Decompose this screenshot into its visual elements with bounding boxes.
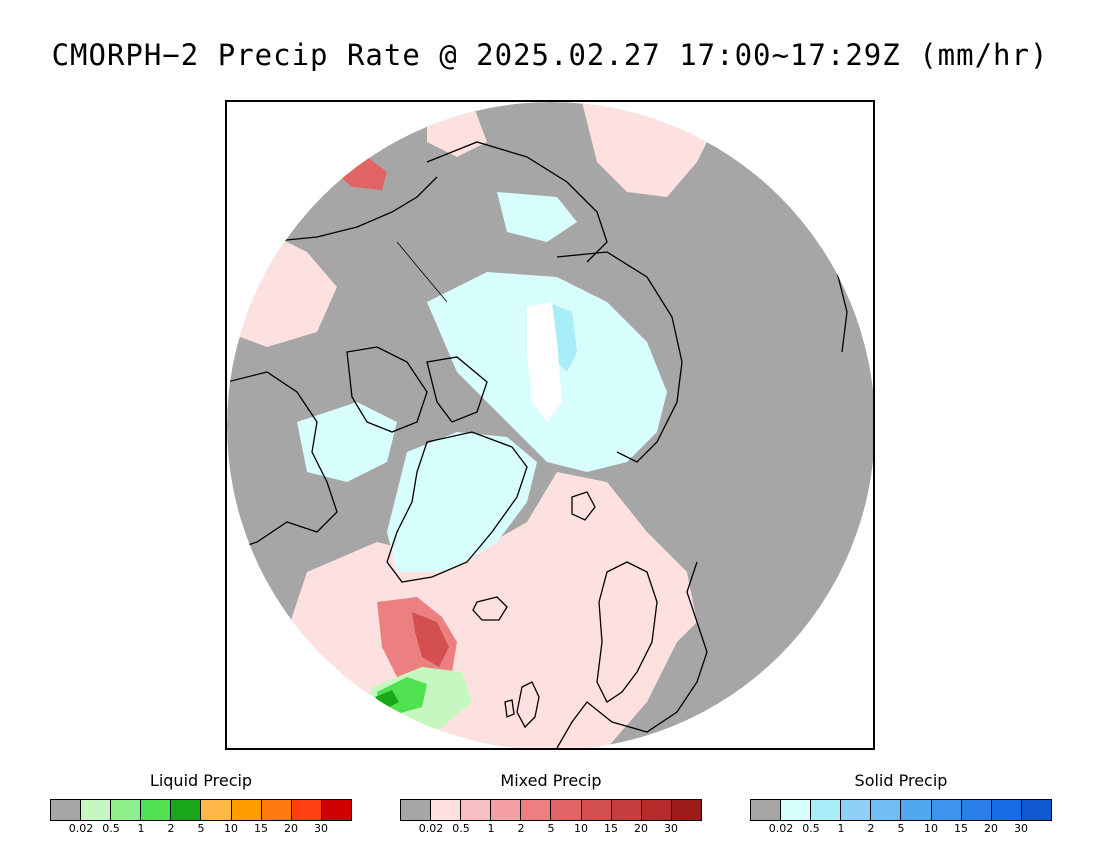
legend-swatch-liquid-5 — [201, 800, 232, 820]
legend-tick-label: 10 — [224, 822, 238, 835]
legend-swatch-solid-2 — [811, 800, 842, 820]
mixed-precip-area-scandinavia — [557, 557, 677, 748]
coastline-siberia-east — [426, 141, 608, 263]
legend-ticks: 0.02 0.5 1 2 5 10 15 20 30 — [50, 821, 352, 835]
legend-swatch-liquid-0 — [51, 800, 82, 820]
legend-tick-label: 1 — [137, 822, 145, 835]
coastline-alaska — [266, 176, 438, 243]
legend-colorbar — [750, 799, 1052, 821]
legend-swatch-solid-9 — [1021, 800, 1051, 820]
legend-swatch-mixed-6 — [581, 800, 612, 820]
legend-swatch-solid-7 — [961, 800, 992, 820]
coastline-iceland — [472, 596, 508, 621]
legend-solid: Solid Precip 0.02 0.5 1 2 5 10 15 20 30 — [750, 770, 1052, 835]
legend-swatch-liquid-8 — [291, 800, 322, 820]
legend-swatch-solid-4 — [871, 800, 902, 820]
legend-tick-label: 20 — [634, 822, 648, 835]
legend-tick-label: 1 — [837, 822, 845, 835]
country-border-us-canada — [396, 241, 448, 303]
legend-tick-label: 0.5 — [802, 822, 820, 835]
legend-colorbar — [50, 799, 352, 821]
legend-tick-label: 15 — [254, 822, 268, 835]
legend-swatch-liquid-1 — [81, 800, 112, 820]
legend-tick-label: 0.02 — [68, 822, 94, 835]
coastline-svalbard — [571, 491, 596, 521]
coastline-british-isles — [504, 681, 540, 729]
coastline-canadian-archipelago — [346, 346, 488, 433]
coastlines — [227, 141, 848, 748]
coastline-europe — [556, 561, 708, 748]
polar-map[interactable] — [227, 102, 873, 748]
legend-tick-label: 0.02 — [418, 822, 444, 835]
legend-mixed: Mixed Precip 0.02 0.5 1 2 5 10 15 20 30 — [400, 770, 702, 835]
legend-tick-label: 15 — [954, 822, 968, 835]
no-precip-core — [527, 302, 562, 422]
legend-swatch-mixed-5 — [551, 800, 582, 820]
solid-precip-area-canada — [297, 402, 397, 482]
legend-swatch-mixed-3 — [491, 800, 522, 820]
legend-swatch-solid-0 — [751, 800, 782, 820]
map-title: CMORPH−2 Precip Rate @ 2025.02.27 17:00~… — [51, 38, 1049, 72]
legend-ticks: 0.02 0.5 1 2 5 10 15 20 30 — [750, 821, 1052, 835]
legend-swatch-mixed-1 — [431, 800, 462, 820]
legend-tick-label: 1 — [487, 822, 495, 835]
legend-swatch-liquid-3 — [141, 800, 172, 820]
coastline-scandinavia — [596, 561, 658, 703]
legend-tick-label: 5 — [897, 822, 905, 835]
coastline-greenland — [386, 431, 528, 583]
legend-tick-label: 20 — [284, 822, 298, 835]
legend-swatch-liquid-4 — [171, 800, 202, 820]
legend-tick-label: 20 — [984, 822, 998, 835]
legend-swatch-mixed-4 — [521, 800, 552, 820]
legend-swatch-solid-3 — [841, 800, 872, 820]
legend-tick-label: 0.02 — [768, 822, 794, 835]
legend-swatch-liquid-2 — [111, 800, 142, 820]
map-disk — [227, 102, 873, 748]
legend-swatch-solid-1 — [781, 800, 812, 820]
legend-swatch-liquid-6 — [231, 800, 262, 820]
legend-swatch-mixed-0 — [401, 800, 432, 820]
legend-title: Solid Precip — [854, 771, 948, 790]
legend-tick-label: 2 — [867, 822, 875, 835]
legend-swatch-liquid-7 — [261, 800, 292, 820]
legend-tick-label: 30 — [1014, 822, 1028, 835]
legend-swatch-solid-6 — [931, 800, 962, 820]
legend-swatch-mixed-9 — [671, 800, 701, 820]
legend-tick-label: 30 — [664, 822, 678, 835]
legend-swatch-mixed-2 — [461, 800, 492, 820]
legend-title: Mixed Precip — [500, 771, 602, 790]
solid-precip-area-greenland — [387, 432, 537, 572]
legend-tick-label: 0.5 — [452, 822, 470, 835]
legend-tick-label: 30 — [314, 822, 328, 835]
legend-tick-label: 15 — [604, 822, 618, 835]
coastline-north-america — [227, 371, 338, 553]
legend-tick-label: 0.5 — [102, 822, 120, 835]
legend-swatch-liquid-9 — [321, 800, 351, 820]
legend-tick-label: 5 — [547, 822, 555, 835]
legend-swatch-solid-8 — [991, 800, 1022, 820]
coastline-siberia-north — [556, 251, 683, 463]
legend-liquid: Liquid Precip 0.02 0.5 1 2 5 10 15 20 30 — [50, 770, 352, 835]
legend-tick-label: 2 — [517, 822, 525, 835]
liquid-precip-heavy — [375, 690, 399, 709]
legend-swatch-mixed-8 — [641, 800, 672, 820]
solid-precip-area-north-siberia — [497, 192, 577, 242]
legend-tick-label: 10 — [924, 822, 938, 835]
legend-swatch-mixed-7 — [611, 800, 642, 820]
legend-ticks: 0.02 0.5 1 2 5 10 15 20 30 — [400, 821, 702, 835]
legend-tick-label: 5 — [197, 822, 205, 835]
legend-tick-label: 10 — [574, 822, 588, 835]
legend-tick-label: 2 — [167, 822, 175, 835]
legend-swatch-solid-5 — [901, 800, 932, 820]
legend-title: Liquid Precip — [149, 771, 253, 790]
mixed-storm-north-atlantic-core — [412, 612, 449, 667]
map-frame — [225, 100, 875, 750]
legend-colorbar — [400, 799, 702, 821]
